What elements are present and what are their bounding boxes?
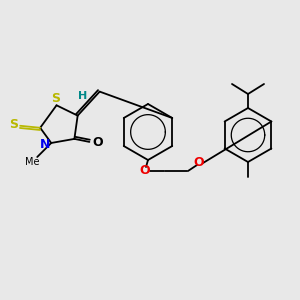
Text: O: O <box>140 164 150 178</box>
Text: Me: Me <box>25 157 40 167</box>
Text: O: O <box>194 157 204 169</box>
Text: S: S <box>51 92 60 105</box>
Text: S: S <box>9 118 18 131</box>
Text: O: O <box>92 136 103 149</box>
Text: H: H <box>78 91 87 100</box>
Text: N: N <box>40 139 50 152</box>
